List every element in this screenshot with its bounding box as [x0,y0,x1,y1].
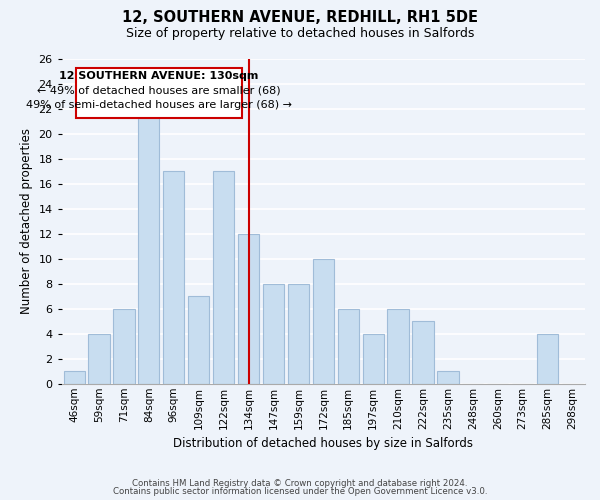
Bar [412,322,434,384]
Bar [213,172,234,384]
Bar [362,334,384,384]
Text: 12 SOUTHERN AVENUE: 130sqm: 12 SOUTHERN AVENUE: 130sqm [59,72,259,82]
Bar [388,309,409,384]
Bar [338,309,359,384]
Text: Size of property relative to detached houses in Salfords: Size of property relative to detached ho… [126,28,474,40]
Bar [88,334,110,384]
X-axis label: Distribution of detached houses by size in Salfords: Distribution of detached houses by size … [173,437,473,450]
Bar [113,309,134,384]
Bar [288,284,309,384]
Bar [313,259,334,384]
Bar [188,296,209,384]
Text: Contains HM Land Registry data © Crown copyright and database right 2024.: Contains HM Land Registry data © Crown c… [132,478,468,488]
Bar [263,284,284,384]
Bar [238,234,259,384]
Text: Contains public sector information licensed under the Open Government Licence v3: Contains public sector information licen… [113,487,487,496]
Bar [163,172,184,384]
Bar [64,372,85,384]
Bar [138,109,160,384]
Bar [437,372,458,384]
Bar [537,334,558,384]
Text: ← 49% of detached houses are smaller (68): ← 49% of detached houses are smaller (68… [37,86,281,96]
Y-axis label: Number of detached properties: Number of detached properties [20,128,33,314]
Text: 49% of semi-detached houses are larger (68) →: 49% of semi-detached houses are larger (… [26,100,292,110]
Text: 12, SOUTHERN AVENUE, REDHILL, RH1 5DE: 12, SOUTHERN AVENUE, REDHILL, RH1 5DE [122,10,478,25]
FancyBboxPatch shape [76,68,242,117]
